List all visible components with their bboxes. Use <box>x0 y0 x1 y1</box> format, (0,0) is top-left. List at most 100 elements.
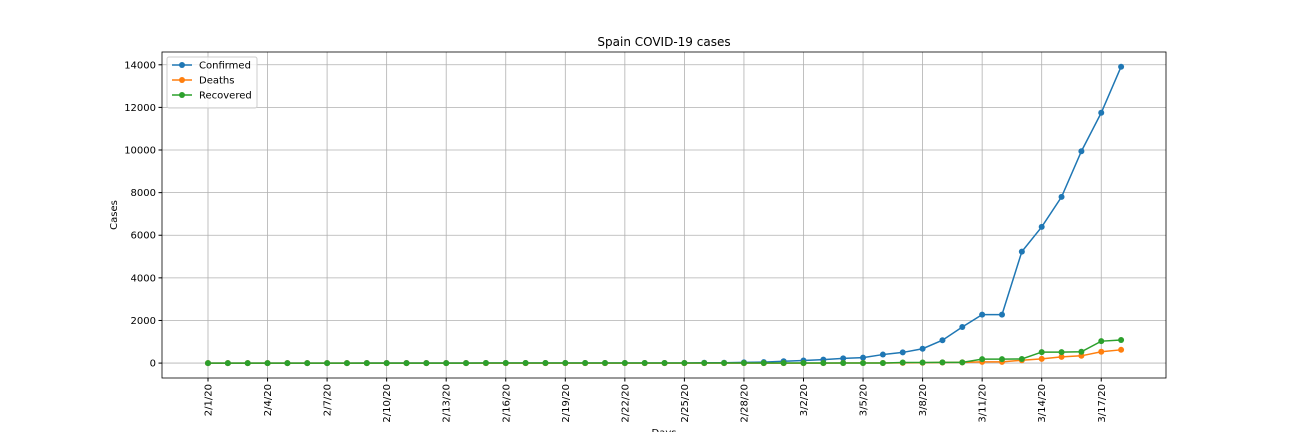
data-point <box>979 311 986 318</box>
data-point <box>899 349 906 356</box>
data-point <box>363 360 370 367</box>
data-point <box>979 356 986 363</box>
data-point <box>1018 355 1025 362</box>
y-axis-label: Cases <box>109 200 120 230</box>
x-tick-label: 2/4/20 <box>263 384 274 416</box>
data-point <box>621 360 628 367</box>
legend-label: Confirmed <box>199 61 251 72</box>
data-point <box>879 351 886 358</box>
data-point <box>443 360 450 367</box>
y-tick-label: 6000 <box>131 231 156 242</box>
data-point <box>879 360 886 367</box>
series-line <box>208 66 1122 364</box>
data-point <box>1038 223 1045 230</box>
data-point <box>919 359 926 366</box>
legend-marker <box>179 92 185 98</box>
data-point <box>205 360 211 367</box>
data-point <box>641 360 648 367</box>
x-tick-label: 3/5/20 <box>859 384 870 416</box>
x-tick-label: 2/13/20 <box>442 384 453 423</box>
x-tick-label: 3/11/20 <box>978 384 989 423</box>
data-point <box>304 360 311 367</box>
x-tick-label: 3/8/20 <box>918 384 929 416</box>
chart-title: Spain COVID-19 cases <box>597 35 730 49</box>
x-tick-label: 3/17/20 <box>1097 384 1108 423</box>
x-tick-label: 2/25/20 <box>680 384 691 423</box>
data-point <box>324 360 331 367</box>
data-point <box>840 355 847 362</box>
data-point <box>959 359 966 366</box>
legend-marker <box>179 77 185 83</box>
data-point <box>264 360 271 367</box>
data-point <box>840 360 847 367</box>
data-point <box>780 360 787 367</box>
x-tick-label: 2/7/20 <box>323 384 334 416</box>
data-point <box>1078 148 1085 155</box>
x-tick-label: 2/16/20 <box>501 384 512 423</box>
x-tick-label: 3/2/20 <box>799 384 810 416</box>
data-point <box>860 354 867 361</box>
data-point <box>383 360 390 367</box>
data-point <box>244 360 251 367</box>
data-point <box>800 360 807 367</box>
data-point <box>740 360 747 367</box>
x-tick-label: 2/19/20 <box>561 384 572 423</box>
x-tick-label: 3/14/20 <box>1037 384 1048 423</box>
legend-label: Recovered <box>199 91 252 102</box>
data-point <box>939 359 946 366</box>
data-point <box>1118 346 1125 353</box>
data-point <box>602 360 608 367</box>
data-point <box>1118 337 1125 344</box>
data-point <box>681 360 688 367</box>
data-point <box>999 356 1005 363</box>
data-point <box>463 360 470 367</box>
data-point <box>502 360 509 367</box>
data-point <box>482 360 489 367</box>
plot-frame <box>161 51 1167 379</box>
data-point <box>1018 248 1025 255</box>
x-tick-label: 2/22/20 <box>620 384 631 423</box>
data-point <box>860 360 867 367</box>
data-point <box>562 360 569 367</box>
data-point <box>1078 348 1085 355</box>
data-point <box>701 360 708 367</box>
legend-label: Deaths <box>199 76 234 87</box>
data-point <box>1058 353 1065 360</box>
data-point <box>582 360 589 367</box>
data-point <box>1038 349 1045 356</box>
y-tick-label: 14000 <box>124 60 156 71</box>
x-tick-label: 2/28/20 <box>739 384 750 423</box>
data-point <box>899 359 906 366</box>
data-point <box>224 360 231 367</box>
data-point <box>284 360 291 367</box>
data-point <box>1098 109 1105 116</box>
data-point <box>1038 355 1045 362</box>
data-point <box>959 323 966 330</box>
y-tick-label: 10000 <box>124 146 156 157</box>
data-point <box>542 360 549 367</box>
data-point <box>919 345 926 352</box>
x-tick-label: 2/10/20 <box>382 384 393 423</box>
x-tick-label: 2/1/20 <box>204 384 215 416</box>
y-tick-label: 4000 <box>131 273 156 284</box>
data-point <box>820 360 827 367</box>
data-point <box>1098 348 1105 355</box>
data-point <box>403 360 410 367</box>
y-tick-label: 12000 <box>124 103 156 114</box>
data-point <box>721 360 728 367</box>
data-point <box>1058 193 1065 200</box>
data-point <box>661 360 668 367</box>
y-tick-label: 8000 <box>131 188 156 199</box>
legend-marker <box>179 62 185 68</box>
data-point <box>1118 63 1125 70</box>
data-point <box>522 360 529 367</box>
data-point <box>343 360 350 367</box>
data-point <box>760 360 767 367</box>
x-axis-label: Days <box>652 428 677 432</box>
data-point <box>423 360 430 367</box>
data-point <box>1058 349 1065 356</box>
data-point <box>999 311 1005 318</box>
y-tick-label: 0 <box>150 359 156 370</box>
data-point <box>1098 338 1105 345</box>
